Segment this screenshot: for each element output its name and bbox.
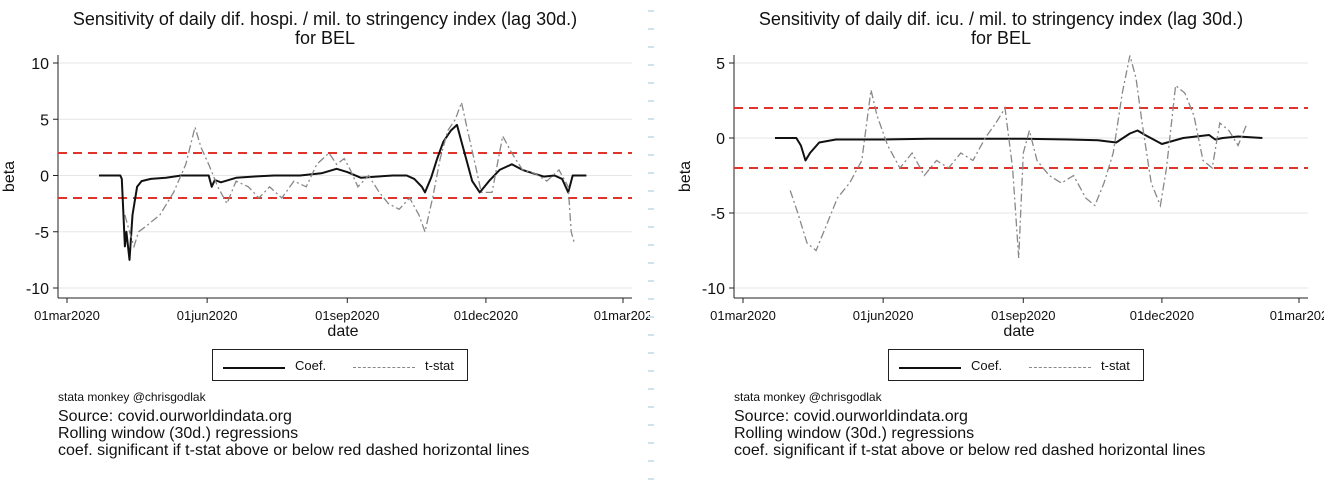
note-method: Rolling window (30d.) regressions — [734, 425, 975, 442]
x-tick-label: 01mar2020 — [34, 308, 100, 323]
y-tick-label: 10 — [31, 56, 49, 73]
x-axis-label: date — [327, 323, 358, 340]
chart-panel-hospi: Sensitivity of daily dif. hospi. / mil. … — [0, 0, 650, 486]
x-tick-label: 01jun2020 — [853, 308, 914, 323]
note-source: Source: covid.ourworldindata.org — [734, 408, 968, 425]
y-tick-label: -10 — [702, 281, 725, 298]
panel-divider — [648, 10, 654, 480]
legend-coef-swatch — [223, 367, 285, 369]
legend-coef-label: Coef. — [971, 358, 1003, 373]
legend-tstat-label: t-stat — [1101, 358, 1130, 373]
legend: Coef. t-stat — [212, 349, 468, 381]
note-method: Rolling window (30d.) regressions — [58, 425, 299, 442]
chart-subtitle: for BEL — [970, 28, 1032, 48]
legend-coef-swatch — [899, 367, 961, 369]
chart-subtitle: for BEL — [294, 28, 356, 48]
x-tick-label: 01mar202 — [594, 308, 650, 323]
y-tick-label: 5 — [716, 56, 725, 73]
x-tick-label: 01dec2020 — [1130, 308, 1194, 323]
legend-tstat-swatch — [353, 367, 415, 368]
legend-coef-label: Coef. — [295, 358, 327, 373]
y-tick-label: 0 — [40, 169, 49, 186]
chart-title-line1: Sensitivity of daily dif. hospi. / mil. … — [72, 9, 578, 29]
y-tick-label: 0 — [716, 131, 725, 148]
notes-block: stata monkey @chrisgodlak Source: covid.… — [734, 390, 1205, 459]
series-line-coef — [775, 129, 1263, 162]
series-line-tstat — [124, 100, 575, 249]
chart-title: Sensitivity of daily dif. hospi. / mil. … — [0, 10, 650, 48]
legend-tstat-label: t-stat — [425, 358, 454, 373]
chart-panel-icu: Sensitivity of daily dif. icu. / mil. to… — [676, 0, 1324, 486]
y-axis-label: beta — [677, 161, 694, 192]
x-tick-label: 01dec2020 — [454, 308, 518, 323]
chart-title: Sensitivity of daily dif. icu. / mil. to… — [676, 10, 1324, 48]
y-tick-label: 5 — [40, 112, 49, 129]
x-tick-label: 01mar2020 — [710, 308, 776, 323]
chart-title-line1: Sensitivity of daily dif. icu. / mil. to… — [758, 9, 1244, 29]
note-significance: coef. significant if t-stat above or bel… — [58, 442, 530, 459]
legend: Coef. t-stat — [888, 349, 1144, 381]
chart-icu: 5 0 -5 -10 01mar2020 01jun2020 01sep2020 01dec2… — [677, 55, 1324, 340]
x-tick-label: 01sep2020 — [315, 308, 379, 323]
x-tick-label: 01sep2020 — [991, 308, 1055, 323]
note-significance: coef. significant if t-stat above or bel… — [734, 442, 1206, 459]
y-axis-label: beta — [1, 161, 18, 192]
note-source: Source: covid.ourworldindata.org — [58, 408, 292, 425]
notes-block: stata monkey @chrisgodlak Source: covid.… — [58, 390, 529, 459]
y-tick-label: -10 — [26, 281, 49, 298]
credit-text: stata monkey @chrisgodlak — [734, 390, 882, 404]
chart-hospi: 10 5 0 -5 -10 01mar2020 01jun2020 01sep2020 01de… — [1, 55, 650, 340]
plot-area — [58, 55, 632, 298]
y-tick-label: -5 — [35, 225, 49, 242]
credit-text: stata monkey @chrisgodlak — [58, 390, 206, 404]
x-axis-label: date — [1003, 323, 1034, 340]
legend-tstat-swatch — [1029, 367, 1091, 368]
x-tick-label: 01mar202 — [1270, 308, 1324, 323]
series-line-coef — [99, 123, 587, 261]
x-tick-label: 01jun2020 — [177, 308, 238, 323]
y-tick-label: -5 — [711, 206, 725, 223]
plot-area — [734, 55, 1308, 298]
